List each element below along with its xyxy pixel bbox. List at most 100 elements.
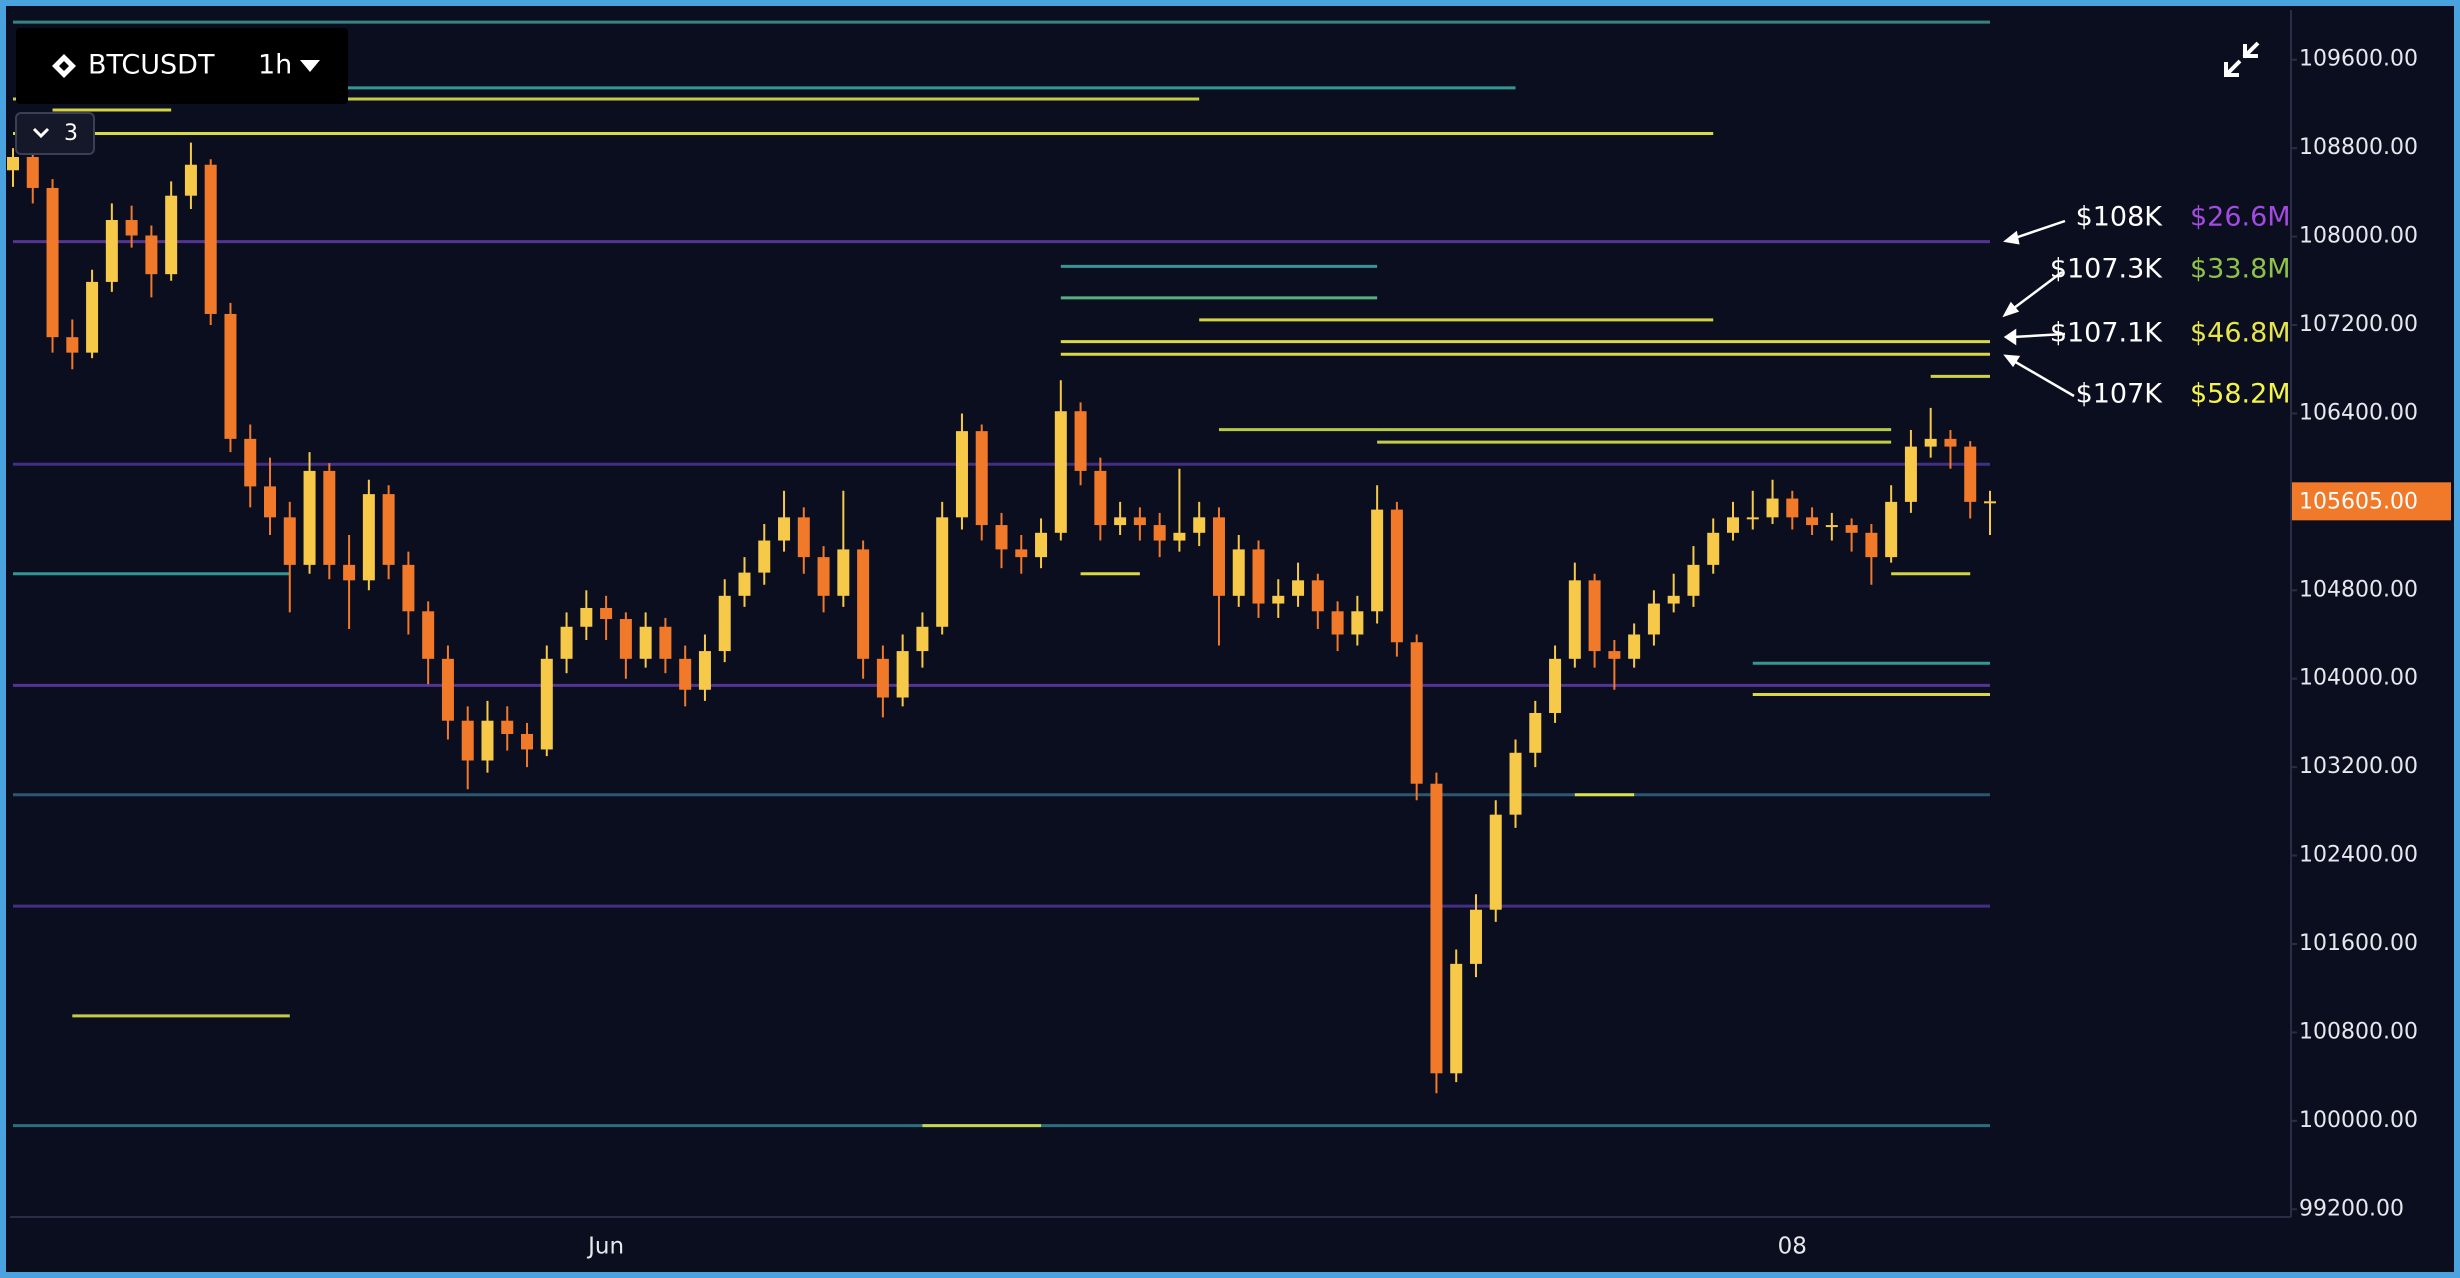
candle-body: [204, 164, 217, 314]
candle-body: [125, 220, 138, 236]
indicator-toggle[interactable]: [15, 112, 95, 155]
candle-body: [738, 572, 751, 596]
annotation-price: $107.1K: [2050, 318, 2163, 349]
annotation-price: $107.3K: [2050, 254, 2163, 285]
annotation-price: $107K: [2076, 379, 2164, 410]
candle-body: [26, 157, 39, 188]
candle-body: [995, 525, 1008, 550]
candle-body: [1667, 595, 1680, 604]
annotation-amount: $26.6M: [2190, 202, 2291, 233]
y-tick-label: 100800.00: [2299, 1019, 2418, 1044]
candle-body: [916, 626, 929, 652]
interval[interactable]: 1h: [258, 50, 292, 81]
y-tick-label: 101600.00: [2299, 931, 2418, 956]
x-tick-label: 08: [1778, 1234, 1807, 1260]
candle-body: [1509, 752, 1522, 815]
heatmap-layer: [13, 20, 1990, 1128]
candle-body: [1944, 438, 1957, 447]
y-tick-label: 104000.00: [2299, 666, 2418, 691]
candle-body: [323, 470, 336, 565]
candle-body: [1272, 595, 1285, 604]
candle-body: [1825, 525, 1838, 528]
candle-body: [876, 658, 889, 698]
candle-body: [1074, 411, 1087, 471]
candle-body: [600, 607, 613, 620]
candle-body: [1766, 498, 1779, 518]
candle-body: [422, 611, 435, 659]
y-tick-label: 104800.00: [2299, 577, 2418, 602]
y-tick-label: 100000.00: [2299, 1108, 2418, 1133]
indicator-count[interactable]: 3: [64, 121, 78, 146]
candle-body: [540, 658, 553, 750]
candle-body: [580, 607, 593, 627]
candle-body: [303, 470, 316, 565]
candle-body: [1687, 564, 1700, 596]
candle-body: [1015, 549, 1028, 558]
candle-body: [1035, 532, 1048, 558]
candle-body: [1450, 963, 1463, 1074]
collapse-icon[interactable]: [2224, 41, 2260, 77]
last-price-label: 105605.00: [2299, 489, 2418, 514]
candle-body: [382, 494, 395, 565]
candle-body: [1252, 549, 1265, 604]
candle-body: [1647, 603, 1660, 635]
candle-body: [817, 557, 830, 596]
candle-body: [1924, 438, 1937, 447]
candle-body: [86, 281, 99, 353]
candle-layer: [7, 142, 1996, 1094]
annotation-arrows: [2002, 219, 2075, 398]
axis-layer: 109600.00 108800.00 108000.00 107200.00 1064…: [586, 47, 2451, 1260]
last-price-box: [2292, 482, 2451, 521]
candle-body: [975, 431, 988, 526]
annotation-price: $108K: [2076, 202, 2164, 233]
y-tick-label: 108000.00: [2299, 224, 2418, 249]
candle-body: [1311, 580, 1324, 612]
candle-body: [659, 626, 672, 659]
candle-body: [244, 438, 257, 487]
candle-body: [521, 733, 534, 750]
candle-body: [1984, 501, 1996, 504]
candle-body: [679, 658, 692, 690]
candle-body: [955, 431, 968, 518]
candle-body: [1430, 783, 1443, 1074]
candle-body: [343, 564, 356, 581]
candle-body: [560, 626, 573, 659]
candle-body: [165, 195, 178, 275]
candle-body: [1469, 909, 1482, 964]
candle-body: [1292, 580, 1305, 596]
candle-body: [619, 619, 632, 659]
candle-body: [639, 626, 652, 659]
y-tick-label: 102400.00: [2299, 843, 2418, 868]
candle-body: [1489, 814, 1502, 910]
candle-body: [461, 720, 474, 761]
candle-body: [224, 313, 237, 439]
candle-body: [1173, 532, 1186, 541]
candle-body: [778, 517, 791, 541]
candle-body: [66, 337, 79, 353]
interval-dropdown[interactable]: [300, 60, 320, 72]
candle-body: [1529, 712, 1542, 753]
candle-body: [46, 187, 59, 338]
candle-body: [1153, 525, 1166, 541]
candle-body: [1351, 611, 1364, 635]
candle-body: [1608, 651, 1621, 659]
candle-body: [1410, 642, 1423, 784]
candle-body: [857, 549, 870, 659]
candle-body: [105, 220, 118, 282]
candle-body: [1390, 509, 1403, 643]
symbol-box[interactable]: [16, 28, 348, 104]
symbol[interactable]: BTCUSDT: [88, 50, 215, 81]
candle-body: [1588, 580, 1601, 652]
candle-body: [402, 564, 415, 612]
candle-body: [501, 720, 514, 734]
candle-body: [1865, 532, 1878, 558]
y-tick-label: 109600.00: [2299, 47, 2418, 72]
y-tick-label: 107200.00: [2299, 312, 2418, 337]
candle-body: [1371, 509, 1384, 612]
y-tick-label: 106400.00: [2299, 400, 2418, 425]
candle-body: [184, 164, 197, 196]
y-tick-label: 103200.00: [2299, 754, 2418, 779]
candle-body: [441, 658, 454, 721]
